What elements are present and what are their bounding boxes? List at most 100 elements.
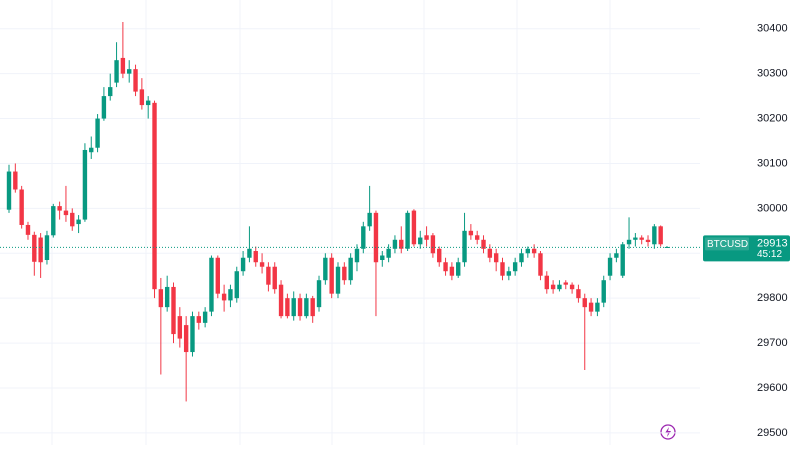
candle-body [563, 282, 568, 285]
candle-body [493, 253, 499, 263]
candle-body [285, 298, 290, 317]
candle-body [335, 266, 341, 294]
candle-body [430, 235, 436, 254]
candle-body [601, 280, 606, 303]
candle-body [588, 302, 594, 312]
candle-body [392, 239, 398, 249]
candle-body [550, 284, 556, 290]
candle-body [76, 219, 81, 225]
candle-body [386, 248, 391, 258]
candle-body [405, 212, 410, 249]
candle-body [108, 87, 113, 97]
candle-body [607, 257, 613, 276]
candle-body [456, 262, 461, 276]
candle-body [6, 171, 12, 210]
candle-body [348, 257, 353, 281]
candle-body [487, 248, 493, 258]
candle-body [342, 266, 347, 281]
candle-body [310, 298, 315, 317]
candle-body [164, 286, 170, 308]
candle-body [240, 257, 246, 272]
candle-body [70, 212, 75, 227]
candle-body [228, 289, 233, 301]
candle-body [152, 102, 157, 290]
candle-body [120, 57, 126, 74]
candle-body [114, 60, 119, 83]
candle-body [202, 311, 208, 323]
candle-body [278, 284, 284, 317]
candle-body [259, 262, 265, 267]
candle-body [82, 149, 88, 220]
candle-body [462, 230, 467, 263]
candle-body [519, 253, 524, 263]
candle-body [171, 286, 176, 335]
candle-body [272, 266, 277, 290]
last-price-label: 29913 [757, 237, 788, 249]
candle-body [538, 253, 543, 276]
candle-body [127, 69, 132, 74]
candle-body [500, 262, 505, 276]
countdown-label: 45:12 [757, 249, 782, 260]
candle-body [544, 275, 549, 290]
symbol-tag [705, 237, 749, 251]
candle-body [221, 293, 227, 301]
price-tag [703, 235, 790, 262]
candle-body [323, 257, 328, 281]
candle-body [158, 289, 164, 308]
candle-body [63, 210, 69, 216]
candle-body [639, 237, 644, 240]
y-tick-label: 30300 [757, 68, 788, 80]
candle-body [525, 248, 531, 254]
candle-body [595, 302, 600, 312]
candle-body [266, 266, 271, 285]
candle-body [177, 316, 183, 339]
y-tick-label: 30200 [757, 112, 788, 124]
candle-body [304, 298, 309, 317]
candle-body [620, 244, 625, 276]
candle-body [418, 237, 423, 245]
candle-body [424, 235, 429, 240]
candle-body [183, 325, 189, 353]
candle-body [367, 212, 372, 227]
candle-body [557, 284, 562, 290]
candle-body [658, 226, 663, 245]
y-tick-label: 29700 [757, 337, 788, 349]
candle-body [481, 239, 486, 249]
candle-body [506, 271, 512, 276]
y-tick-label: 29500 [757, 427, 788, 439]
candle-body [380, 255, 385, 260]
candle-body [329, 257, 334, 294]
candle-body [145, 100, 151, 106]
y-tick-label: 30000 [757, 202, 788, 214]
candle-body [468, 230, 474, 236]
candle-body [25, 224, 31, 235]
candle-body [196, 316, 202, 323]
y-tick-label: 29600 [757, 382, 788, 394]
candle-body [614, 253, 619, 258]
candle-body [234, 271, 239, 299]
candle-body [645, 239, 651, 243]
candle-body [139, 89, 145, 106]
candle-body [361, 226, 366, 249]
y-tick-label: 30400 [757, 23, 788, 35]
candle-body [297, 298, 303, 317]
candle-body [582, 298, 587, 308]
candle-body [576, 289, 581, 299]
candle-body [373, 212, 379, 263]
candle-body [89, 147, 94, 153]
candle-body [531, 248, 537, 254]
y-tick-label: 30100 [757, 157, 788, 169]
candle-body [474, 235, 480, 240]
candle-body [32, 234, 37, 262]
candle-body [51, 206, 56, 236]
lightning-icon[interactable] [660, 424, 676, 440]
candle-body [247, 248, 252, 258]
candle-body [437, 248, 442, 263]
candle-body [291, 298, 296, 317]
candle-body [626, 239, 632, 245]
candle-body [399, 239, 404, 249]
candle-body [253, 251, 258, 263]
candle-body [190, 316, 195, 353]
